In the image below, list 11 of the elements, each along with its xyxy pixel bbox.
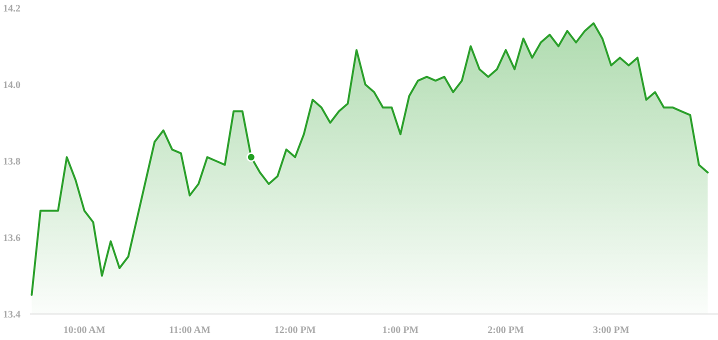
x-tick-label: 11:00 AM: [169, 325, 211, 336]
y-tick-label: 14.2: [3, 4, 20, 14]
x-tick-label: 1:00 PM: [382, 325, 420, 336]
x-tick-label: 12:00 PM: [274, 325, 316, 336]
x-tick-label: 10:00 AM: [63, 325, 106, 336]
y-tick-label: 13.8: [3, 156, 20, 168]
x-tick-label: 3:00 PM: [592, 325, 630, 336]
y-tick-label: 13.6: [3, 233, 20, 244]
y-tick-label: 14.0: [3, 80, 20, 91]
y-tick-label: 13.4: [3, 310, 20, 320]
x-tick-label: 2:00 PM: [488, 325, 525, 336]
